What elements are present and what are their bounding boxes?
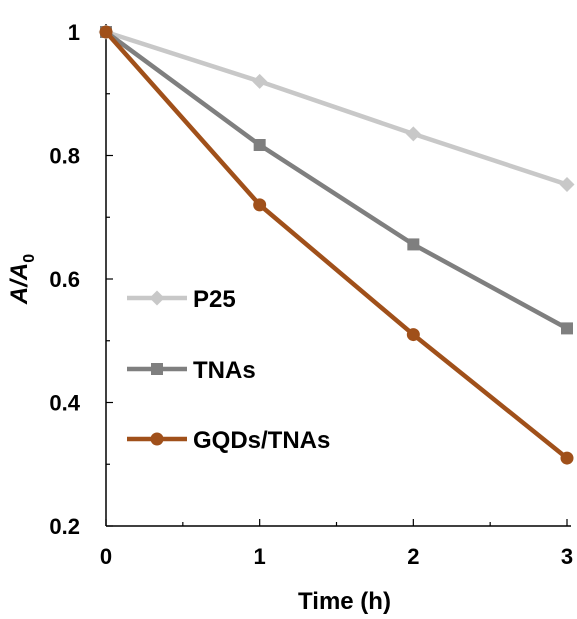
y-axis-title-main: A/A [6, 263, 33, 305]
x-tick-label: 3 [561, 544, 573, 569]
y-axis-title-subscript: 0 [21, 254, 38, 263]
legend-label: P25 [193, 286, 236, 313]
series-p25 [98, 24, 575, 193]
y-tick-label: 0.8 [49, 144, 80, 169]
x-axis-title: Time (h) [298, 588, 391, 615]
legend-label: TNAs [193, 357, 256, 384]
y-tick-label: 0.6 [49, 267, 80, 292]
data-point [253, 139, 266, 152]
y-tick-label: 0.2 [49, 514, 80, 539]
data-point [559, 177, 575, 193]
data-point [99, 25, 113, 39]
axis-ticks: 0.2 0.4 0.6 0.8 1 0 1 2 3 [49, 20, 573, 569]
y-tick-label: 0.4 [49, 391, 80, 416]
legend: P25 TNAs GQDs/TNAs [127, 286, 330, 454]
data-point [405, 126, 421, 142]
data-point [252, 73, 268, 89]
legend-marker [151, 363, 163, 375]
series-line [104, 30, 569, 460]
legend-item: P25 [127, 286, 236, 313]
x-tick-label: 1 [254, 544, 266, 569]
data-point [561, 322, 573, 335]
series-layer [98, 24, 575, 465]
legend-marker [149, 290, 165, 306]
series-line [104, 30, 569, 331]
axes [105, 24, 571, 527]
series-gqds-tnas [99, 25, 574, 465]
legend-marker [150, 432, 164, 446]
x-tick-label: 2 [407, 544, 419, 569]
series-tnas [100, 26, 573, 335]
legend-item: TNAs [127, 357, 256, 384]
legend-item: GQDs/TNAs [127, 427, 330, 454]
y-tick-label: 1 [68, 20, 80, 45]
y-axis-title: A/A0 [6, 254, 38, 305]
data-point [406, 328, 420, 342]
legend-label: GQDs/TNAs [193, 427, 330, 454]
data-point [407, 238, 420, 251]
data-point [560, 451, 574, 465]
data-point [253, 198, 267, 212]
series-line [105, 29, 568, 187]
x-tick-label: 0 [100, 544, 112, 569]
